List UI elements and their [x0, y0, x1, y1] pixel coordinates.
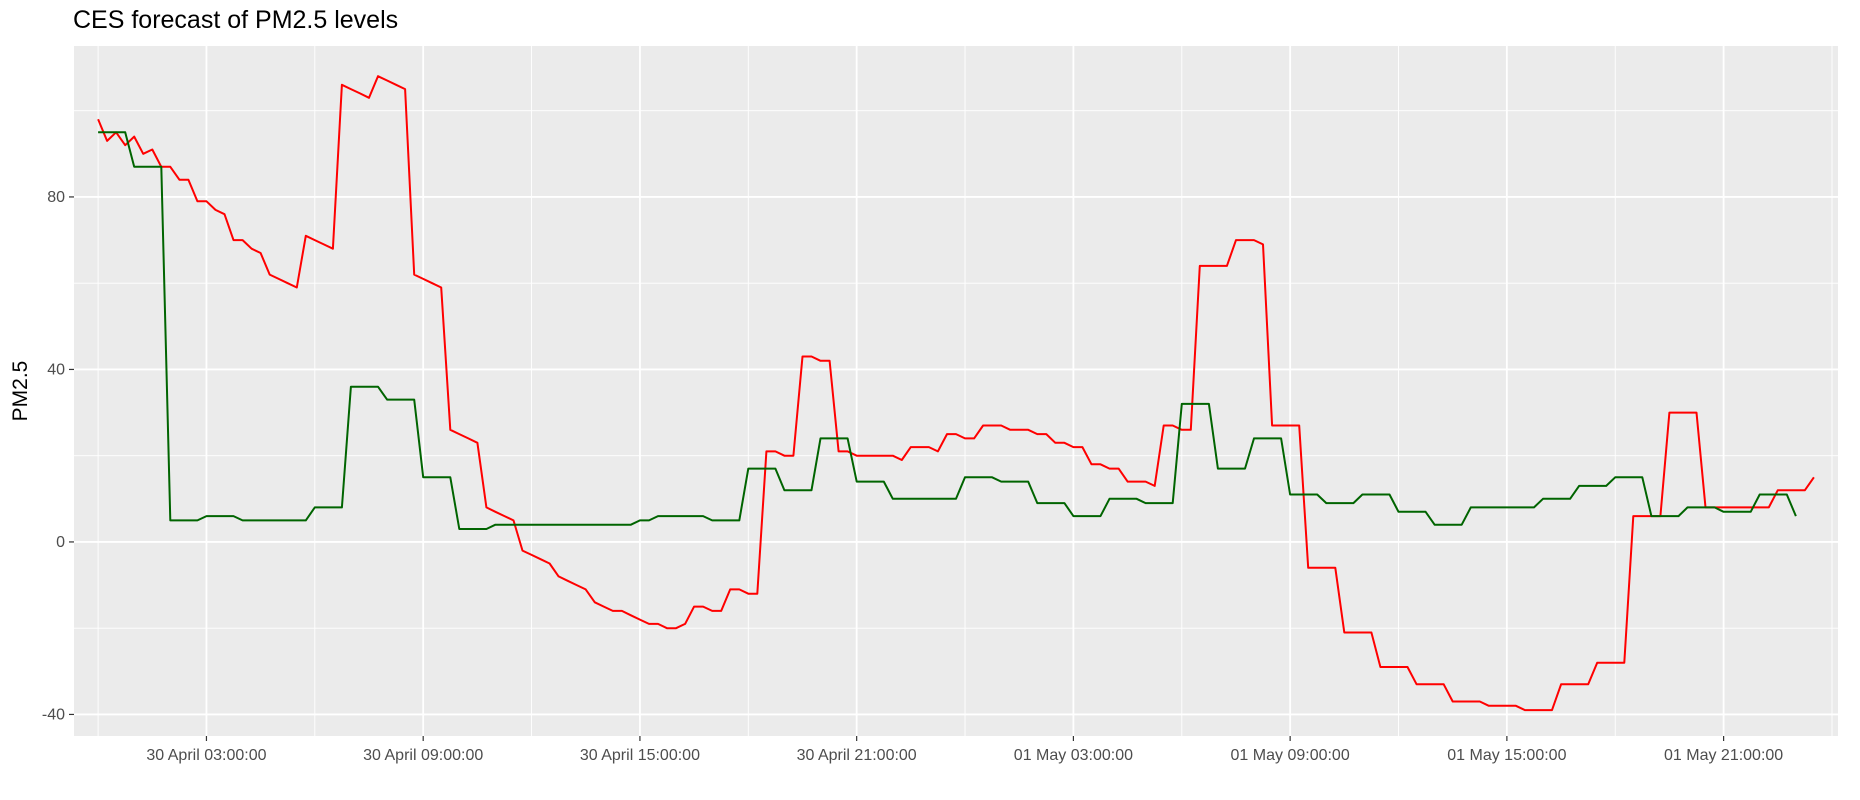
chart-title: CES forecast of PM2.5 levels	[73, 6, 399, 34]
minor-gridlines	[74, 46, 1838, 736]
x-tick-label: 01 May 15:00:00	[1447, 747, 1566, 764]
axes-layer: 30 April 03:00:00 30 April 09:00:00 30 Apr…	[42, 189, 1783, 764]
y-tick-label: 40	[47, 361, 65, 378]
x-tick-label: 30 April 03:00:00	[146, 747, 266, 764]
x-tick-label: 01 May 21:00:00	[1664, 747, 1783, 764]
x-tick-label: 01 May 09:00:00	[1231, 747, 1350, 764]
major-gridlines	[74, 46, 1838, 736]
y-tick-label: -40	[42, 706, 65, 723]
x-tick-label: 30 April 15:00:00	[580, 747, 700, 764]
series-layer	[97, 75, 1815, 712]
y-axis-title: PM2.5	[9, 361, 32, 422]
series-line-1	[97, 75, 1815, 712]
y-tick-label: 0	[56, 534, 65, 551]
plot-panel	[74, 46, 1838, 736]
x-tick-label: 01 May 03:00:00	[1014, 747, 1133, 764]
y-tick-label: 80	[47, 189, 65, 206]
series-line-2	[98, 131, 1797, 530]
x-tick-label: 30 April 21:00:00	[797, 747, 917, 764]
x-tick-label: 30 April 09:00:00	[363, 747, 483, 764]
